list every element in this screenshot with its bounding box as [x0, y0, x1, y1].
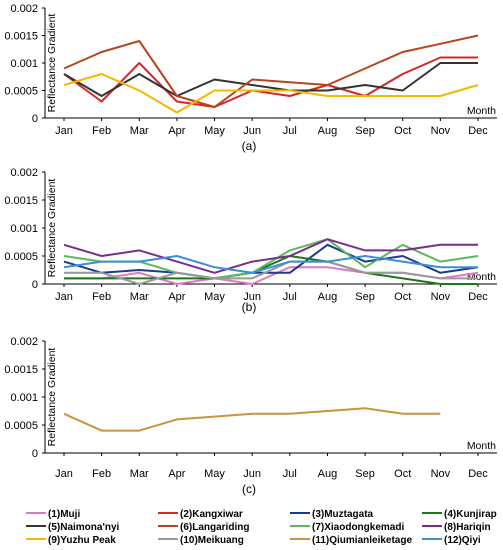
x-tick-label: Oct [394, 125, 411, 137]
legend-label: (3)Muztagata [312, 509, 374, 520]
y-tick-label: 0.0005 [4, 251, 38, 263]
x-tick-label: Apr [168, 125, 185, 137]
legend-label: (6)Langariding [180, 522, 249, 533]
y-tick-label: 0.001 [10, 223, 38, 235]
y-axis-label: Reflectance Gradient [46, 179, 58, 278]
x-tick-label: Oct [394, 468, 411, 480]
x-tick-label: Jan [55, 468, 73, 480]
x-tick-label: Mar [130, 291, 149, 303]
x-tick-label: May [204, 468, 225, 480]
x-tick-label: Jun [243, 291, 261, 303]
x-axis-label: Month [467, 105, 496, 117]
y-tick-label: 0.002 [10, 167, 38, 179]
y-tick-label: 0.001 [10, 392, 38, 404]
panel-label: (b) [242, 300, 257, 314]
series-line-1-1 [63, 56, 478, 108]
series-line-2-6 [64, 260, 478, 285]
y-tick-label: 0.0005 [4, 420, 38, 432]
x-tick-label: Feb [92, 468, 111, 480]
x-tick-label: Feb [92, 125, 111, 137]
x-tick-label: Apr [168, 468, 185, 480]
y-tick-label: 0 [32, 113, 38, 125]
series-line-1-2 [63, 62, 478, 97]
legend-label: (1)Muji [48, 509, 80, 520]
series-line-2-5 [63, 238, 478, 274]
panel-3: 0 0.0005 0.001 0.0015 0.002 Reflectance Gradi… [4, 336, 497, 496]
x-tick-label: Mar [130, 468, 149, 480]
x-tick-label: Jul [283, 468, 297, 480]
x-tick-label: May [204, 125, 225, 137]
series-line-3-1 [63, 407, 441, 432]
x-tick-label: Aug [318, 291, 338, 303]
x-tick-label: Jul [283, 291, 297, 303]
x-tick-label: Jun [243, 125, 261, 137]
x-tick-label: Jul [283, 125, 297, 137]
x-tick-label: Sep [355, 125, 375, 137]
x-tick-label: Sep [355, 291, 375, 303]
y-tick-label: 0.0005 [4, 86, 38, 98]
x-tick-label: Dec [468, 125, 488, 137]
x-tick-label: Nov [431, 125, 451, 137]
panel-1: 0 0.0005 0.001 0.0015 0.002 Reflectance Gradi… [4, 3, 497, 153]
y-axis-label: Reflectance Gradient [46, 14, 58, 113]
y-tick-label: 0.001 [10, 58, 38, 70]
y-tick-label: 0.0015 [4, 364, 38, 376]
panel-label: (c) [242, 482, 256, 496]
y-axis-label: Reflectance Gradient [46, 348, 58, 447]
x-tick-label: Apr [168, 291, 185, 303]
x-tick-label: Dec [468, 291, 488, 303]
legend: (1)Muji (2)Kangxiwar (3)Muztagata (4)Kunjir… [26, 509, 497, 546]
legend-label: (11)Qiumianleiketage [312, 535, 412, 546]
legend-label: (4)Kunjirap [444, 509, 497, 520]
panel-label: (a) [242, 139, 257, 153]
x-tick-label: Jun [243, 468, 261, 480]
legend-label: (12)Qiyi [444, 535, 481, 546]
legend-label: (8)Hariqin [444, 522, 491, 533]
legend-label: (2)Kangxiwar [180, 509, 243, 520]
y-tick-label: 0.002 [10, 336, 38, 348]
x-tick-label: Nov [431, 291, 451, 303]
series-line-2-7 [63, 255, 478, 274]
legend-label: (7)Xiaodongkemadi [312, 522, 404, 533]
y-tick-label: 0.002 [10, 3, 38, 15]
legend-label: (5)Naimona'nyi [48, 522, 120, 533]
x-tick-label: Jan [55, 125, 73, 137]
panel-2: 0 0.0005 0.001 0.0015 0.002 Reflectance Gradi… [4, 167, 497, 314]
y-tick-label: 0.0015 [4, 31, 38, 43]
series-line-1-3 [63, 34, 479, 108]
y-tick-label: 0.0015 [4, 195, 38, 207]
series-line-2-2 [63, 243, 479, 280]
x-tick-label: Jan [55, 291, 73, 303]
legend-label: (9)Yuzhu Peak [48, 535, 116, 546]
series-line-1-4 [63, 73, 479, 114]
x-tick-label: Aug [318, 125, 338, 137]
x-axis-label: Month [467, 440, 496, 452]
x-tick-label: Dec [468, 468, 488, 480]
x-tick-label: Feb [92, 291, 111, 303]
y-tick-label: 0 [32, 448, 38, 460]
x-tick-label: Mar [130, 125, 149, 137]
x-tick-label: Oct [394, 291, 411, 303]
x-tick-label: Nov [431, 468, 451, 480]
x-tick-label: Sep [355, 468, 375, 480]
y-tick-label: 0 [32, 279, 38, 291]
x-tick-label: May [204, 291, 225, 303]
x-tick-label: Aug [318, 468, 338, 480]
legend-label: (10)Meikuang [180, 535, 244, 546]
series-line-2-3 [64, 255, 478, 285]
